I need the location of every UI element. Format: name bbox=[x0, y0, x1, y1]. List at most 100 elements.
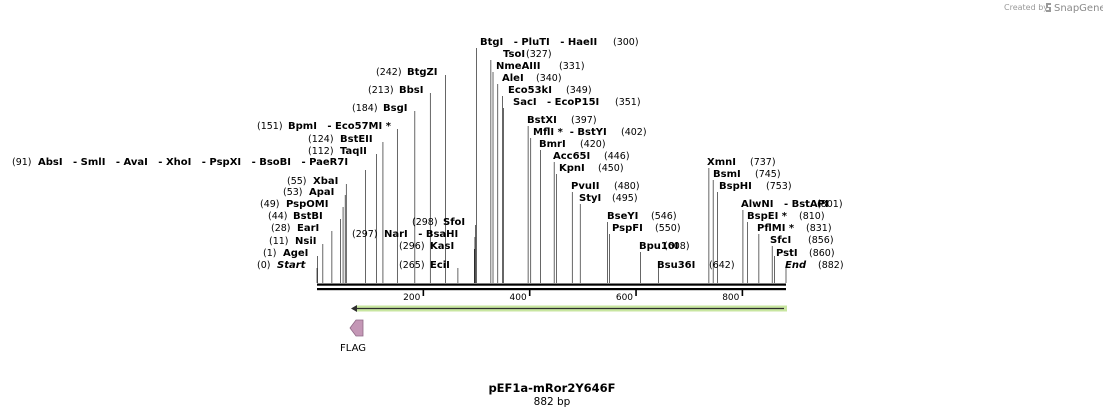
site-position: (351) bbox=[615, 97, 641, 108]
enzyme-site-label[interactable]: BstXI bbox=[527, 115, 557, 126]
site-position: (450) bbox=[598, 163, 624, 174]
site-position: (55) bbox=[287, 176, 307, 187]
enzyme-site-label[interactable]: BstBI bbox=[293, 211, 323, 222]
site-position: (340) bbox=[536, 73, 562, 84]
site-position: (0) bbox=[257, 260, 270, 271]
flag-feature[interactable]: FLAG bbox=[340, 319, 366, 354]
site-position: (49) bbox=[260, 199, 280, 210]
enzyme-site-label[interactable]: BseYI bbox=[607, 211, 638, 222]
site-position: (53) bbox=[283, 187, 303, 198]
enzyme-site-label[interactable]: Bsu36I bbox=[657, 260, 695, 271]
site-position: (298) bbox=[412, 217, 438, 228]
site-position: (801) bbox=[817, 199, 843, 210]
site-position: (446) bbox=[604, 151, 630, 162]
sequence-end-label[interactable]: Start bbox=[277, 260, 307, 271]
site-position: (546) bbox=[651, 211, 677, 222]
enzyme-site-label[interactable]: MflI * - BstYI bbox=[533, 127, 607, 138]
enzyme-site-label[interactable]: NmeAIII bbox=[496, 61, 540, 72]
site-position: (737) bbox=[750, 157, 776, 168]
site-position: (11) bbox=[269, 236, 289, 247]
site-position: (550) bbox=[655, 223, 681, 234]
ruler-tick-label: 400 bbox=[510, 293, 527, 303]
site-position: (44) bbox=[268, 211, 288, 222]
enzyme-site-label[interactable]: AbsI - SmlI - AvaI - XhoI - PspXI - BsoB… bbox=[38, 157, 348, 168]
site-position: (91) bbox=[12, 157, 32, 168]
enzyme-site-label[interactable]: PspFI bbox=[612, 223, 643, 234]
site-position: (860) bbox=[809, 248, 835, 259]
site-position: (112) bbox=[308, 146, 334, 157]
enzyme-site-label[interactable]: XbaI bbox=[313, 176, 338, 187]
ruler-tick-label: 800 bbox=[722, 293, 739, 303]
site-position: (608) bbox=[664, 241, 690, 252]
enzyme-site-label[interactable]: TsoI bbox=[503, 49, 525, 60]
enzyme-site-label[interactable]: BspEI * bbox=[747, 211, 788, 222]
enzyme-site-label[interactable]: NarI - BsaHI bbox=[384, 229, 458, 240]
credit-brand: SnapGene bbox=[1054, 3, 1103, 14]
site-position: (831) bbox=[806, 223, 832, 234]
site-labels: (0) Start(1) AgeI(11) NsiI (28) EarI (44) BstBI… bbox=[12, 37, 844, 271]
enzyme-site-label[interactable]: BsmI bbox=[713, 169, 741, 180]
enzyme-site-label[interactable]: AgeI bbox=[283, 248, 308, 259]
site-position: (297) bbox=[352, 229, 378, 240]
enzyme-site-label[interactable]: AleI bbox=[502, 73, 524, 84]
enzyme-site-label[interactable]: KpnI bbox=[559, 163, 585, 174]
enzyme-site-label[interactable]: SfoI bbox=[443, 217, 465, 228]
enzyme-site-label[interactable]: BtgI - PluTI - HaeII bbox=[480, 37, 597, 48]
site-position: (642) bbox=[709, 260, 735, 271]
enzyme-site-label[interactable]: BmrI bbox=[539, 139, 566, 150]
sequence-end-label[interactable]: End bbox=[785, 260, 807, 271]
site-position: (1) bbox=[263, 248, 276, 259]
site-position: (349) bbox=[566, 85, 592, 96]
enzyme-site-label[interactable]: BspHI bbox=[719, 181, 752, 192]
enzyme-site-label[interactable]: Bpu10I bbox=[639, 241, 679, 252]
credit-prefix: Created by bbox=[1004, 3, 1048, 12]
enzyme-site-label[interactable]: PvuII bbox=[571, 181, 599, 192]
ruler-tick-label: 200 bbox=[403, 293, 420, 303]
site-position: (856) bbox=[808, 235, 834, 246]
enzyme-site-label[interactable]: PspOMI bbox=[286, 199, 328, 210]
site-position: (397) bbox=[571, 115, 597, 126]
site-position: (810) bbox=[799, 211, 825, 222]
site-position: (420) bbox=[580, 139, 606, 150]
site-position: (402) bbox=[621, 127, 647, 138]
map-length: 882 bp bbox=[534, 396, 571, 408]
enzyme-site-label[interactable]: BtgZI bbox=[407, 67, 438, 78]
enzyme-site-label[interactable]: BbsI bbox=[399, 85, 423, 96]
site-position: (331) bbox=[559, 61, 585, 72]
enzyme-site-label[interactable]: XmnI bbox=[707, 157, 736, 168]
site-position: (745) bbox=[755, 169, 781, 180]
enzyme-site-label[interactable]: SacI - EcoP15I bbox=[513, 97, 599, 108]
enzyme-site-label[interactable]: TaqII bbox=[340, 146, 367, 157]
enzyme-site-label[interactable]: KasI bbox=[430, 241, 454, 252]
enzyme-site-label[interactable]: Acc65I bbox=[553, 151, 590, 162]
enzyme-site-label[interactable]: StyI bbox=[579, 193, 601, 204]
enzyme-site-label[interactable]: SfcI bbox=[770, 235, 791, 246]
site-position: (28) bbox=[271, 223, 291, 234]
feature-arrow-green[interactable] bbox=[351, 305, 787, 312]
enzyme-site-label[interactable]: BsgI bbox=[383, 103, 407, 114]
enzyme-site-label[interactable]: BpmI - Eco57MI * bbox=[288, 121, 392, 132]
site-position: (213) bbox=[368, 85, 394, 96]
site-position: (480) bbox=[614, 181, 640, 192]
site-position: (300) bbox=[613, 37, 639, 48]
site-position: (151) bbox=[257, 121, 283, 132]
enzyme-site-label[interactable]: PflMI * bbox=[757, 223, 795, 234]
site-position: (124) bbox=[308, 134, 334, 145]
enzyme-site-label[interactable]: NsiI bbox=[295, 236, 316, 247]
site-position: (882) bbox=[818, 260, 844, 271]
site-position: (296) bbox=[399, 241, 425, 252]
flag-feature-label: FLAG bbox=[340, 343, 366, 354]
enzyme-site-label[interactable]: AlwNI - BstAPI bbox=[741, 199, 829, 210]
enzyme-site-label[interactable]: Eco53kI bbox=[508, 85, 552, 96]
site-position: (327) bbox=[526, 49, 552, 60]
enzyme-site-label[interactable]: ApaI bbox=[309, 187, 334, 198]
site-position: (242) bbox=[376, 67, 402, 78]
enzyme-site-label[interactable]: BstEII bbox=[340, 134, 373, 145]
enzyme-site-label[interactable]: EarI bbox=[297, 223, 319, 234]
site-position: (753) bbox=[766, 181, 792, 192]
snapgene-logo-icon bbox=[1046, 3, 1051, 12]
enzyme-site-label[interactable]: PstI bbox=[776, 248, 798, 259]
enzyme-site-label[interactable]: EciI bbox=[430, 260, 450, 271]
leader-lines bbox=[316, 48, 787, 283]
